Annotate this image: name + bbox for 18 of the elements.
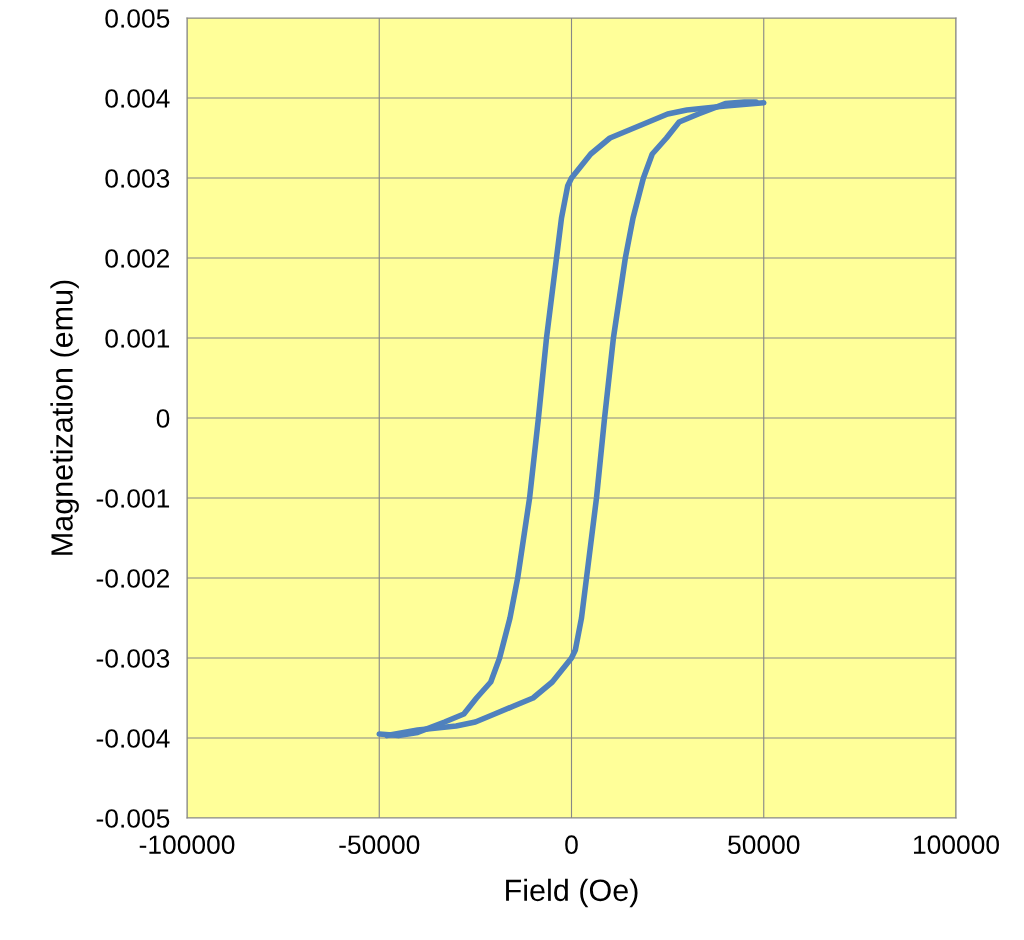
- x-tick-label: 50000: [728, 835, 800, 855]
- y-tick-label: -0.005: [96, 809, 170, 828]
- y-tick-label: 0.001: [105, 329, 170, 348]
- y-tick-label: -0.004: [96, 729, 170, 748]
- x-tick-label: -50000: [339, 835, 420, 855]
- y-tick-label: 0: [156, 409, 170, 428]
- x-tick-label: 0: [565, 835, 578, 855]
- y-tick-label: 0.005: [105, 9, 170, 28]
- x-tick-label: -100000: [139, 835, 235, 855]
- y-tick-label: -0.001: [96, 489, 170, 508]
- y-tick-label: 0.004: [105, 89, 170, 108]
- y-tick-label: -0.003: [96, 649, 170, 668]
- y-tick-label: 0.003: [105, 169, 170, 188]
- x-tick-label: 100000: [913, 835, 999, 855]
- y-tick-label: 0.002: [105, 249, 170, 268]
- y-tick-label: -0.002: [96, 569, 170, 588]
- y-axis-title: Magnetization (emu): [50, 280, 79, 555]
- x-axis-title: Field (Oe): [506, 878, 638, 908]
